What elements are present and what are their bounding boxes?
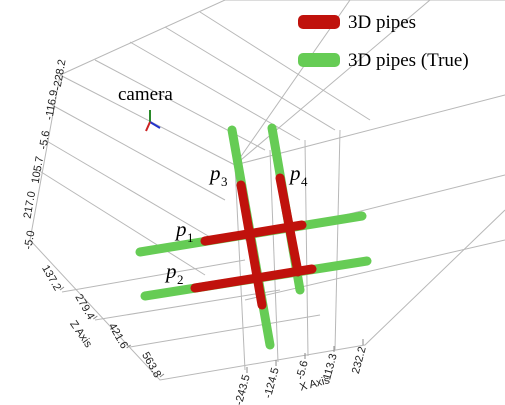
y-tick-label: -116.9 [43, 89, 60, 121]
z-tick [59, 286, 65, 291]
z-tick [93, 315, 98, 320]
y-tick-label: -228.2 [51, 59, 68, 92]
camera-icon [145, 110, 161, 132]
y-tick-label: -5.0 [22, 230, 37, 251]
annotation: p [174, 217, 187, 241]
x-tick-label: -124.5 [262, 366, 282, 399]
legend-swatch [298, 15, 340, 29]
annotation: p [164, 259, 177, 283]
z-tick-label: 279.4 [72, 292, 96, 322]
annotation: p [208, 161, 221, 185]
annotation: camera [118, 84, 173, 105]
z-tick [159, 373, 165, 378]
y-tick-label: 217.0 [22, 190, 39, 219]
annotation-subscript: 1 [187, 230, 194, 245]
annotation: p [288, 161, 301, 185]
legend-label: 3D pipes (True) [348, 50, 469, 71]
annotation-subscript: 4 [301, 174, 308, 189]
z-tick-label: 563.8 [139, 350, 163, 380]
legend-swatch [298, 53, 340, 67]
z-tick-label: 421.6 [106, 321, 130, 351]
pipes [135, 123, 372, 350]
z-tick [126, 344, 131, 349]
z-axis-label: Z Axis [67, 319, 94, 351]
y-tick-label: -5.6 [37, 130, 52, 151]
annotation-subscript: 3 [221, 174, 228, 189]
x-tick-label: -5.6 [294, 359, 311, 380]
legend-label: 3D pipes [348, 12, 416, 33]
y-tick-label: 105.7 [30, 155, 47, 184]
x-tick-label: 232.2 [350, 345, 369, 375]
annotation-subscript: 2 [177, 272, 184, 287]
z-tick-label: 137.2 [39, 263, 63, 293]
x-tick-label: -243.5 [233, 373, 253, 405]
